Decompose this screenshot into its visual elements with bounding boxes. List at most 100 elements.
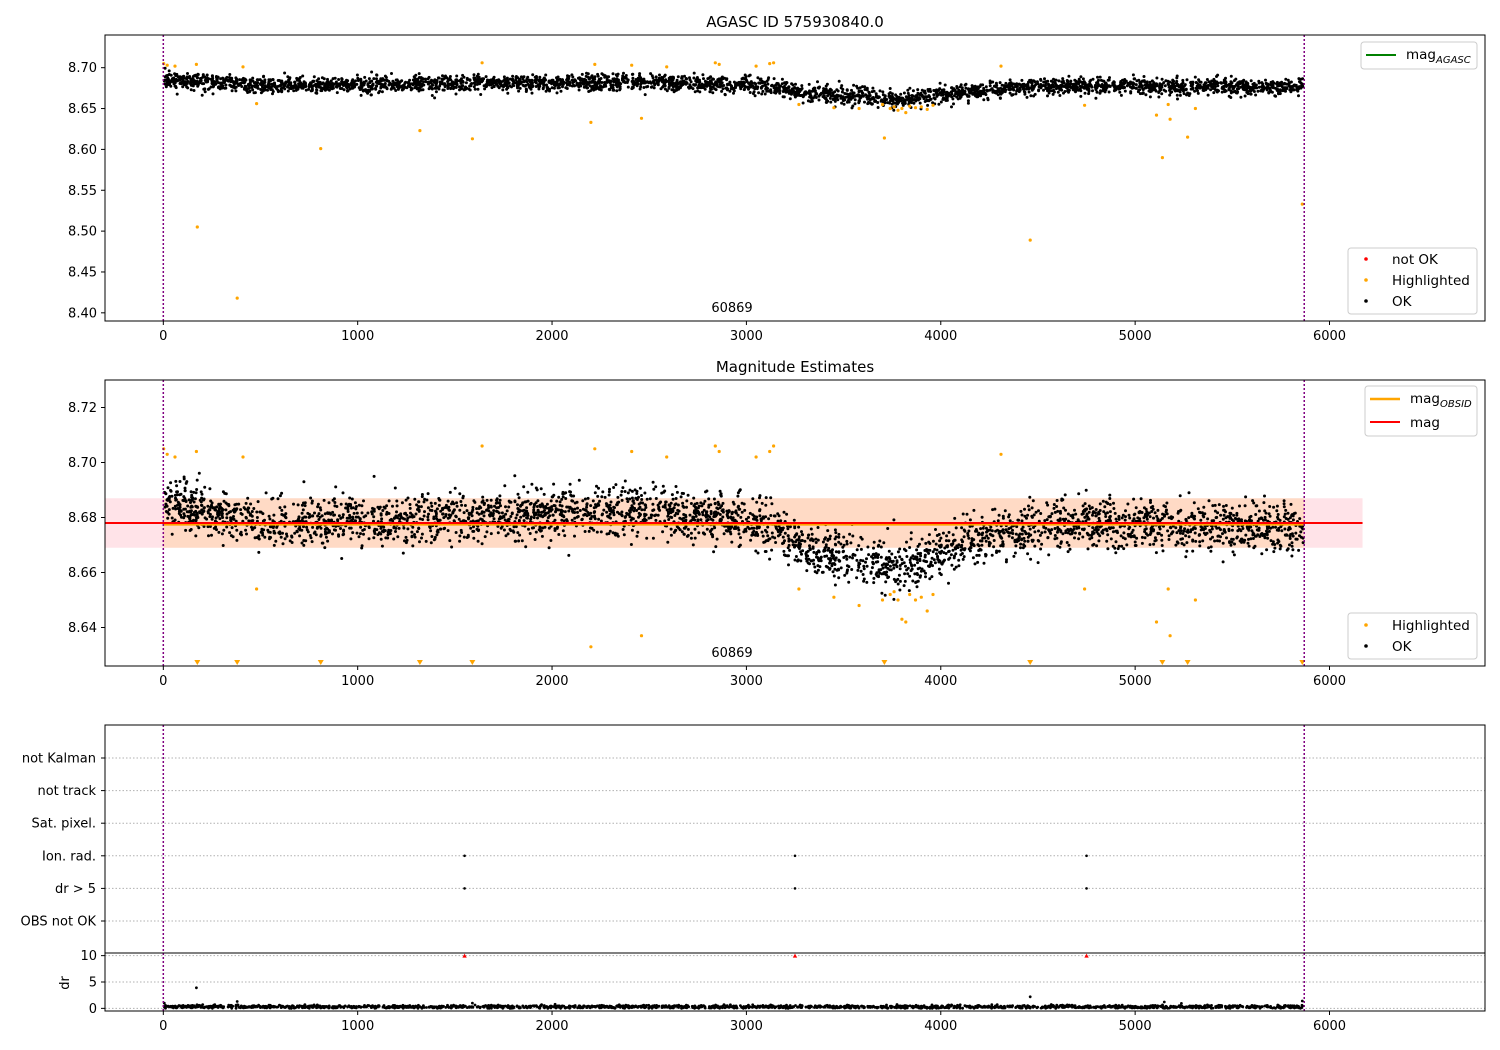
ok-point — [1004, 81, 1008, 85]
ok-point — [808, 95, 812, 99]
ok-point — [301, 74, 305, 78]
ok-point — [837, 576, 841, 580]
ok-point — [322, 498, 326, 502]
ok-point — [201, 74, 205, 78]
ok-point — [1043, 77, 1046, 81]
ok-point — [1288, 543, 1291, 547]
ok-point — [982, 86, 986, 90]
ok-point — [170, 516, 174, 520]
ok-point — [824, 96, 828, 100]
ok-point — [662, 82, 666, 86]
ok-point — [756, 76, 760, 80]
ok-point — [1291, 518, 1295, 522]
ok-point — [793, 86, 797, 89]
ok-point — [465, 78, 469, 81]
ok-point — [1108, 497, 1112, 500]
ok-point — [952, 94, 956, 98]
ok-point — [1077, 492, 1081, 496]
ok-point — [1023, 92, 1027, 96]
ok-point — [313, 511, 316, 515]
ok-point — [1228, 86, 1231, 90]
ok-point — [555, 80, 558, 84]
ok-point — [675, 78, 679, 82]
ok-point — [870, 97, 874, 101]
ok-point — [794, 94, 798, 98]
ok-point — [861, 573, 865, 576]
ok-point — [1004, 528, 1008, 532]
ok-point — [1061, 84, 1064, 88]
ok-point — [403, 81, 407, 85]
ok-point — [1044, 83, 1047, 87]
ok-point — [676, 85, 680, 89]
ok-point — [1249, 514, 1253, 518]
ok-point — [1290, 554, 1294, 558]
ok-point — [985, 88, 989, 92]
highlighted-point — [1154, 113, 1159, 117]
ok-point — [593, 77, 597, 81]
ok-point — [749, 85, 753, 89]
ok-point — [1139, 80, 1143, 84]
highlighted-point — [165, 63, 169, 67]
ok-point — [1011, 528, 1014, 532]
ok-point — [359, 525, 363, 529]
ok-point — [1042, 88, 1045, 92]
ok-point — [918, 566, 922, 570]
ok-point — [638, 87, 642, 91]
ok-point — [1182, 92, 1186, 96]
ok-point — [839, 94, 843, 98]
ok-point — [676, 75, 680, 79]
ok-point — [441, 74, 444, 78]
ok-point — [1108, 76, 1111, 80]
ok-point — [611, 72, 615, 76]
ok-point — [657, 507, 661, 511]
ok-point — [979, 94, 983, 98]
ok-point — [413, 82, 416, 85]
ok-point — [1230, 81, 1234, 85]
ok-point — [708, 90, 712, 94]
ok-point — [1008, 78, 1012, 82]
highlighted-point — [173, 64, 177, 68]
ok-point — [514, 78, 518, 82]
ok-point — [566, 82, 569, 86]
ok-point — [454, 78, 458, 82]
ok-point — [301, 86, 305, 90]
ok-point — [766, 87, 770, 90]
ok-point — [1236, 87, 1239, 91]
ok-point — [986, 96, 990, 100]
ok-point — [703, 79, 707, 83]
ok-point — [261, 89, 265, 93]
ok-point — [1024, 531, 1028, 535]
ok-point — [836, 98, 840, 102]
ok-point — [888, 94, 892, 98]
ok-point — [324, 535, 328, 539]
ok-point — [586, 72, 590, 76]
ok-point — [788, 548, 792, 552]
ok-point — [1040, 531, 1044, 535]
ok-point — [193, 79, 197, 83]
ok-point — [1210, 82, 1214, 86]
ok-point — [988, 88, 992, 92]
ok-point — [977, 544, 981, 548]
ok-point — [339, 516, 343, 520]
ok-point — [1267, 529, 1271, 533]
x-tick-label: 1000 — [341, 329, 374, 344]
ok-point — [577, 88, 581, 92]
ok-point — [170, 494, 174, 498]
ok-point — [256, 84, 260, 88]
ok-point — [396, 87, 400, 91]
ok-point — [865, 88, 869, 92]
ok-point — [359, 79, 363, 83]
ok-point — [665, 89, 669, 93]
ok-point — [476, 72, 480, 76]
highlighted-point — [717, 62, 721, 66]
ok-point — [1097, 539, 1101, 543]
ok-point — [445, 76, 449, 80]
ok-point — [174, 86, 178, 90]
ok-point — [410, 87, 414, 91]
ok-point — [608, 88, 612, 92]
ok-point — [1112, 80, 1116, 84]
ok-point — [1160, 544, 1164, 547]
ok-point — [626, 85, 630, 89]
ok-point — [821, 540, 825, 544]
ok-point — [668, 75, 672, 79]
